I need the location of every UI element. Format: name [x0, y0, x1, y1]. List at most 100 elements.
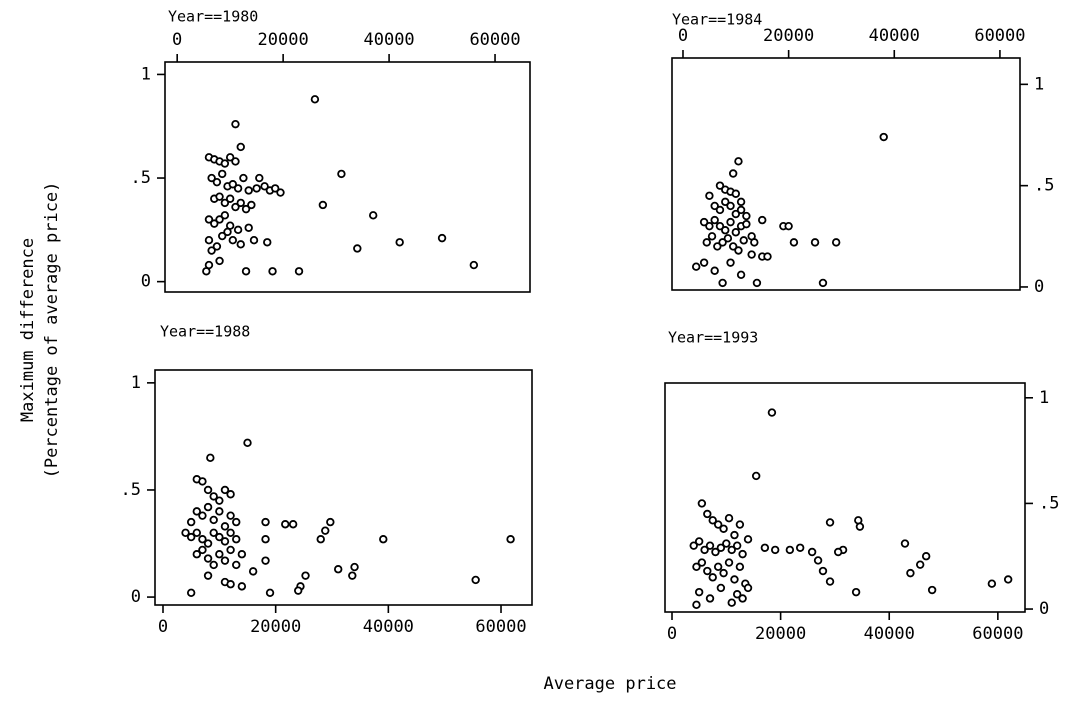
point — [294, 586, 303, 595]
point — [228, 180, 238, 189]
point — [747, 250, 756, 259]
point — [721, 226, 730, 235]
point — [731, 228, 741, 237]
point — [710, 266, 719, 275]
point — [752, 278, 762, 288]
y-axis-label: Maximum difference — [18, 238, 38, 422]
point — [739, 236, 748, 245]
point — [192, 550, 202, 559]
point — [215, 496, 224, 505]
panel-title: Year==1988 — [160, 323, 250, 341]
point — [209, 560, 218, 570]
point — [209, 492, 218, 501]
point — [735, 562, 745, 571]
point — [203, 502, 213, 512]
point — [207, 173, 216, 183]
point — [233, 225, 243, 235]
point — [731, 189, 741, 198]
x-tick-label: 20000 — [755, 624, 806, 644]
point — [726, 217, 735, 227]
point — [192, 528, 202, 538]
point — [228, 235, 238, 245]
y-axis-label: (Percentage of average price) — [42, 182, 62, 479]
point — [716, 583, 726, 593]
point — [927, 585, 937, 595]
point — [310, 95, 320, 104]
point — [469, 260, 479, 270]
point — [879, 132, 888, 142]
point — [301, 571, 310, 580]
point — [700, 545, 709, 555]
point — [215, 532, 224, 542]
x-tick-label: 40000 — [363, 30, 414, 50]
point — [691, 262, 701, 271]
point — [226, 580, 235, 589]
point — [723, 234, 733, 243]
point — [248, 567, 258, 576]
point — [699, 258, 709, 267]
point — [731, 209, 741, 219]
point — [716, 543, 726, 552]
point — [900, 539, 910, 548]
point — [736, 197, 746, 207]
point — [204, 235, 214, 245]
point — [732, 590, 742, 599]
y-tick-label: 1 — [131, 373, 141, 393]
point — [348, 571, 357, 580]
point — [702, 238, 711, 247]
x-tick-label: 0 — [158, 617, 168, 637]
y-tick-label: 0 — [131, 587, 141, 607]
point — [220, 159, 230, 168]
point — [350, 562, 359, 572]
point — [715, 181, 725, 190]
point — [697, 499, 707, 508]
point — [710, 201, 719, 211]
point — [722, 539, 731, 548]
y-tick-label: .5 — [1034, 176, 1054, 196]
point — [243, 438, 252, 448]
point — [727, 545, 736, 555]
point — [705, 221, 714, 231]
point — [294, 267, 304, 276]
y-tick-label: 0 — [1034, 277, 1044, 297]
y-tick-label: 0 — [1039, 599, 1049, 619]
point — [237, 550, 247, 559]
point — [215, 192, 224, 201]
point — [726, 201, 735, 211]
point — [334, 565, 343, 574]
point — [708, 573, 717, 582]
point — [736, 270, 746, 280]
point — [204, 260, 214, 270]
x-tick-label: 20000 — [250, 617, 301, 637]
point — [241, 204, 251, 214]
point — [689, 541, 698, 550]
point — [231, 119, 240, 129]
point — [255, 173, 264, 183]
point — [261, 517, 270, 527]
point — [708, 516, 717, 525]
point — [379, 535, 388, 544]
point — [987, 579, 997, 588]
point — [206, 453, 215, 463]
point — [220, 211, 230, 220]
point — [713, 242, 722, 251]
y-tick-label: 1 — [1034, 74, 1044, 94]
point — [742, 211, 751, 221]
point — [831, 238, 841, 247]
point — [750, 238, 759, 247]
point — [203, 554, 213, 563]
point — [218, 169, 227, 179]
point — [244, 186, 253, 195]
point — [506, 535, 515, 544]
point — [212, 242, 222, 251]
point — [437, 233, 447, 243]
point — [215, 215, 224, 224]
point — [192, 507, 202, 516]
x-tick-label: 0 — [678, 26, 688, 46]
point — [692, 562, 701, 571]
point — [233, 184, 243, 193]
point — [203, 485, 213, 495]
point — [711, 547, 720, 557]
y-tick-label: 0 — [141, 272, 151, 292]
